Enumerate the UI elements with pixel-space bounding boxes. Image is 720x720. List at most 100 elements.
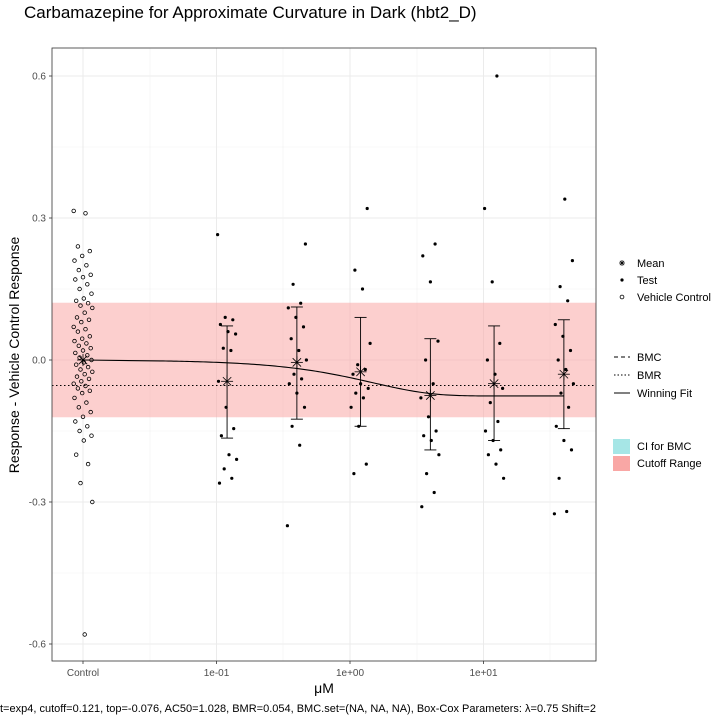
test-point (564, 367, 568, 372)
test-point (363, 367, 367, 372)
control-point (77, 355, 82, 360)
mean-star-stroke (78, 355, 88, 365)
test-point (349, 405, 353, 409)
mean-star-stroke (559, 369, 569, 379)
test-point (299, 301, 303, 305)
legend-key-mean (619, 260, 625, 266)
control-point (88, 409, 93, 415)
mean-star-stroke (356, 367, 366, 377)
test-point (285, 524, 289, 528)
test-point (365, 206, 369, 211)
test-point (360, 287, 365, 291)
control-mean-marker (77, 354, 89, 366)
control-point (89, 433, 94, 438)
test-point (421, 254, 425, 258)
test-point (571, 382, 576, 386)
y-tick-label: -0.6 (29, 639, 47, 650)
x-axis: Control 1e-01 1e+00 1e+01 (67, 661, 498, 679)
test-point (436, 339, 440, 343)
winning-fit-curve (82, 359, 564, 397)
test-point (361, 396, 365, 400)
control-point (75, 386, 81, 391)
test-point (300, 377, 304, 381)
test-point (231, 318, 235, 322)
test-point (559, 391, 563, 395)
test-point (303, 242, 307, 246)
test-point (294, 315, 298, 319)
control-point (79, 390, 85, 396)
test-point (553, 322, 557, 327)
test-point (495, 74, 499, 78)
control-point (90, 305, 95, 311)
test-point (226, 330, 230, 334)
test-point (437, 453, 441, 457)
control-point (80, 414, 86, 419)
test-point (425, 472, 429, 476)
test-point (287, 382, 291, 386)
test-point (304, 358, 308, 362)
test-point (366, 386, 370, 390)
test-point (556, 358, 560, 362)
control-point (76, 267, 81, 273)
control-point (85, 461, 91, 467)
control-point (80, 275, 86, 280)
test-point (557, 476, 561, 480)
test-point (291, 282, 295, 286)
test-point (568, 348, 573, 353)
test-point (297, 348, 301, 353)
control-point (88, 272, 93, 277)
control-point (71, 208, 76, 214)
legend-label: CI for BMC (637, 441, 691, 453)
x-tick-label: 1e+01 (469, 668, 498, 679)
mean-star-stroke (425, 391, 435, 400)
test-point (223, 315, 227, 319)
test-point (359, 382, 363, 386)
test-point (501, 386, 505, 390)
mean-marker (424, 389, 437, 402)
x-tick-label: 1e-01 (204, 668, 230, 679)
test-point (493, 372, 497, 376)
legend-key-fill (613, 439, 630, 454)
test-point (429, 438, 433, 443)
control-point (76, 405, 81, 410)
test-point (302, 405, 307, 409)
mean-star-stroke (222, 376, 232, 386)
test-point (235, 457, 239, 461)
y-tick-label: -0.3 (29, 497, 47, 508)
control-point (79, 379, 84, 384)
test-point (301, 325, 306, 329)
y-tick-label: 0.0 (32, 356, 46, 367)
x-axis-label: μM (314, 680, 334, 696)
test-point (552, 512, 557, 516)
test-point (353, 268, 357, 272)
control-point (71, 381, 76, 386)
control-point (72, 395, 77, 401)
control-point (87, 334, 92, 339)
control-point (83, 383, 88, 389)
test-point (424, 358, 428, 362)
test-point (357, 424, 361, 428)
test-point (491, 438, 495, 443)
control-point (73, 350, 78, 356)
control-point (83, 327, 88, 332)
legend-key-test (620, 278, 624, 282)
test-point (485, 358, 489, 362)
test-point (558, 285, 562, 289)
control-point (82, 310, 87, 315)
plot-panel (51, 47, 597, 662)
control-point (87, 248, 92, 254)
test-point (230, 476, 234, 480)
control-point (85, 424, 90, 429)
test-point (496, 419, 500, 424)
chart-footnote: t=exp4, cutoff=0.121, top=-0.076, AC50=1… (0, 703, 596, 715)
test-point (428, 280, 432, 284)
control-point (79, 336, 85, 341)
control-point (82, 632, 87, 637)
control-point (73, 419, 78, 424)
legend: Mean Test Vehicle Control BMC BMR Winning Fit… (613, 258, 711, 471)
test-point (488, 401, 492, 405)
control-point (75, 329, 81, 334)
test-point (431, 382, 435, 386)
control-point (87, 388, 92, 393)
test-point (494, 462, 498, 466)
